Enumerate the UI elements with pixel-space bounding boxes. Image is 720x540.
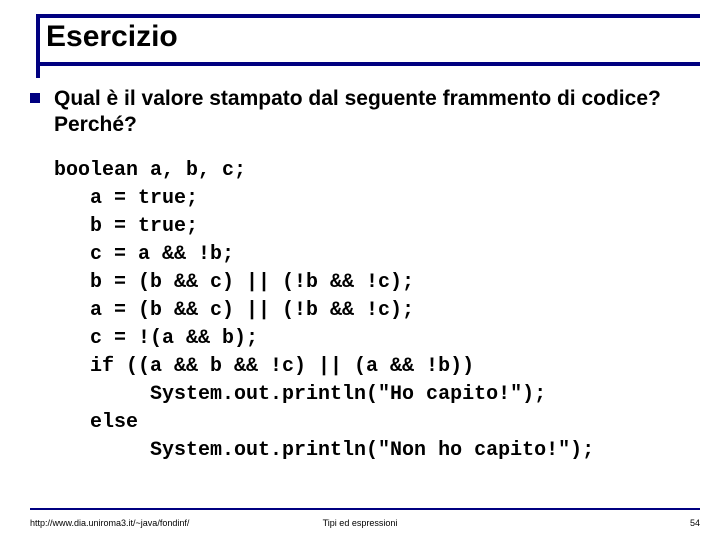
footer-page-number: 54: [690, 518, 700, 528]
title-underline: [36, 62, 700, 66]
slide-title: Esercizio: [46, 20, 178, 54]
footer-topic: Tipi ed espressioni: [0, 518, 720, 528]
code-block: boolean a, b, c; a = true; b = true; c =…: [54, 157, 700, 465]
left-rule: [36, 14, 40, 78]
footer-rule: [30, 508, 700, 510]
question-text: Qual è il valore stampato dal seguente f…: [54, 86, 700, 139]
question-row: Qual è il valore stampato dal seguente f…: [30, 86, 700, 139]
bullet-icon: [30, 93, 40, 103]
slide-body: Qual è il valore stampato dal seguente f…: [30, 86, 700, 465]
top-rule: [36, 14, 700, 18]
slide: Esercizio Qual è il valore stampato dal …: [0, 0, 720, 540]
